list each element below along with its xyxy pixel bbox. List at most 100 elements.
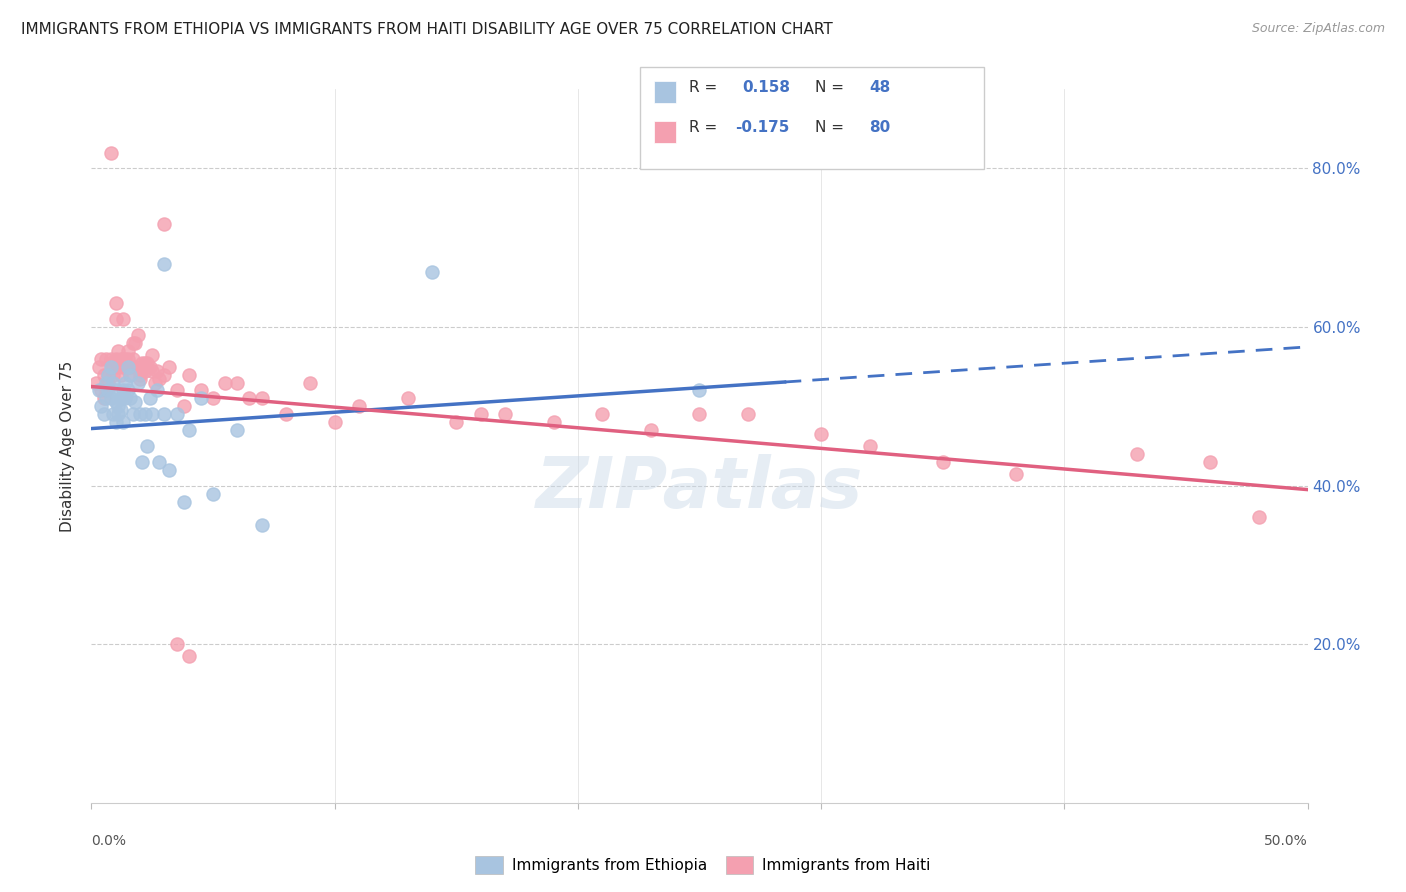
Point — [121, 335, 143, 350]
Point — [157, 463, 180, 477]
Point — [141, 407, 163, 421]
Point — [120, 368, 142, 382]
Text: 80: 80 — [869, 120, 890, 135]
Point — [131, 455, 153, 469]
Point — [688, 407, 710, 421]
Text: 48: 48 — [869, 80, 890, 95]
Point — [121, 407, 143, 421]
Point — [190, 392, 212, 406]
Point — [737, 407, 759, 421]
Point — [114, 359, 136, 374]
Point — [166, 407, 188, 421]
Point — [97, 376, 120, 390]
Point — [299, 376, 322, 390]
Point — [94, 392, 117, 406]
Point — [139, 359, 162, 374]
Point — [177, 423, 200, 437]
Point — [136, 439, 159, 453]
Point — [124, 335, 146, 350]
Point — [591, 407, 613, 421]
Point — [90, 351, 112, 366]
Point — [177, 368, 200, 382]
Point — [131, 356, 153, 370]
Point — [136, 356, 159, 370]
Point — [238, 392, 260, 406]
Point — [94, 376, 117, 390]
Point — [640, 423, 662, 437]
Point — [202, 392, 225, 406]
Point — [146, 364, 169, 378]
Point — [250, 392, 273, 406]
Text: N =: N = — [815, 120, 849, 135]
Point — [111, 384, 134, 398]
Point — [110, 368, 132, 382]
Text: 0.158: 0.158 — [742, 80, 790, 95]
Point — [117, 384, 139, 398]
Point — [111, 415, 134, 429]
Point — [173, 494, 195, 508]
Point — [90, 400, 112, 414]
Text: 50.0%: 50.0% — [1264, 834, 1308, 848]
Point — [153, 407, 176, 421]
Point — [177, 649, 200, 664]
Point — [129, 407, 152, 421]
Point — [93, 368, 115, 382]
Point — [153, 217, 176, 231]
Point — [157, 359, 180, 374]
Point — [110, 351, 132, 366]
Point — [931, 455, 953, 469]
Point — [111, 312, 134, 326]
Point — [146, 384, 169, 398]
Point — [153, 257, 176, 271]
Point — [114, 376, 136, 390]
Point — [100, 359, 122, 374]
Point — [97, 384, 120, 398]
Point — [202, 486, 225, 500]
Legend: Immigrants from Ethiopia, Immigrants from Haiti: Immigrants from Ethiopia, Immigrants fro… — [470, 850, 936, 880]
Point — [104, 351, 127, 366]
Point — [148, 455, 170, 469]
Text: 0.0%: 0.0% — [91, 834, 127, 848]
Point — [134, 356, 156, 370]
Point — [117, 359, 139, 374]
Point — [94, 351, 117, 366]
Point — [104, 395, 127, 409]
Point — [100, 392, 122, 406]
Point — [148, 371, 170, 385]
Point — [120, 392, 142, 406]
Point — [226, 376, 249, 390]
Point — [107, 400, 129, 414]
Point — [100, 356, 122, 370]
Point — [141, 364, 163, 378]
Text: R =: R = — [689, 80, 723, 95]
Point — [110, 392, 132, 406]
Point — [124, 395, 146, 409]
Point — [129, 364, 152, 378]
Point — [396, 392, 419, 406]
Point — [100, 351, 122, 366]
Point — [494, 407, 516, 421]
Point — [420, 264, 443, 278]
Point — [93, 392, 115, 406]
Point — [97, 368, 120, 382]
Point — [111, 359, 134, 374]
Point — [1126, 447, 1149, 461]
Point — [114, 392, 136, 406]
Point — [139, 392, 162, 406]
Point — [121, 351, 143, 366]
Text: N =: N = — [815, 80, 849, 95]
Point — [688, 384, 710, 398]
Text: R =: R = — [689, 120, 723, 135]
Point — [107, 407, 129, 421]
Text: Source: ZipAtlas.com: Source: ZipAtlas.com — [1251, 22, 1385, 36]
Point — [111, 351, 134, 366]
Point — [190, 384, 212, 398]
Point — [84, 376, 107, 390]
Point — [214, 376, 236, 390]
Point — [104, 312, 127, 326]
Point — [1247, 510, 1270, 524]
Point — [226, 423, 249, 437]
Point — [100, 145, 122, 160]
Point — [110, 403, 132, 417]
Point — [166, 637, 188, 651]
